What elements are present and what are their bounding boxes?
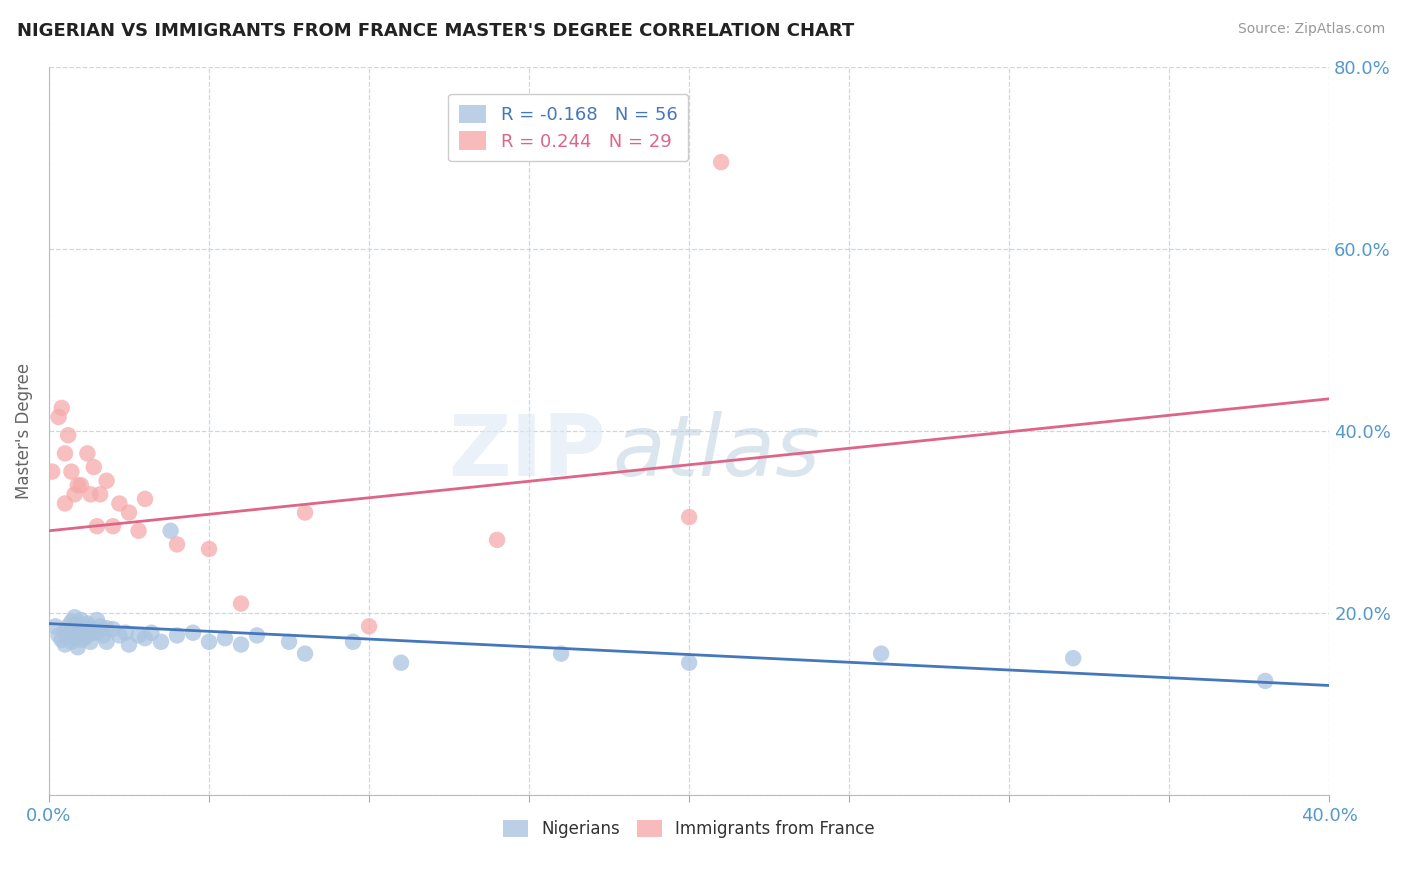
- Point: [1062, 651, 1084, 665]
- Point: [159, 524, 181, 538]
- Point: [86, 625, 108, 640]
- Point: [342, 635, 364, 649]
- Point: [56, 428, 79, 442]
- Point: [89, 487, 111, 501]
- Point: [198, 635, 221, 649]
- Point: [60, 635, 83, 649]
- Point: [181, 625, 204, 640]
- Point: [70, 624, 93, 638]
- Point: [83, 460, 105, 475]
- Point: [86, 613, 108, 627]
- Point: [214, 631, 236, 645]
- Point: [278, 635, 301, 649]
- Point: [128, 628, 150, 642]
- Point: [56, 619, 79, 633]
- Text: ZIP: ZIP: [449, 411, 606, 494]
- Point: [86, 519, 108, 533]
- Point: [150, 635, 173, 649]
- Point: [79, 622, 101, 636]
- Point: [63, 631, 86, 645]
- Point: [63, 610, 86, 624]
- Point: [70, 632, 93, 647]
- Point: [294, 647, 316, 661]
- Point: [294, 506, 316, 520]
- Point: [51, 632, 73, 647]
- Point: [79, 635, 101, 649]
- Point: [114, 625, 136, 640]
- Point: [678, 656, 700, 670]
- Point: [710, 155, 733, 169]
- Point: [41, 465, 63, 479]
- Point: [48, 409, 70, 424]
- Point: [166, 537, 188, 551]
- Point: [96, 635, 118, 649]
- Point: [51, 401, 73, 415]
- Text: Source: ZipAtlas.com: Source: ZipAtlas.com: [1237, 22, 1385, 37]
- Point: [66, 640, 89, 655]
- Point: [89, 619, 111, 633]
- Point: [229, 597, 252, 611]
- Point: [53, 446, 76, 460]
- Point: [101, 622, 124, 636]
- Point: [134, 491, 156, 506]
- Point: [76, 446, 98, 460]
- Point: [678, 510, 700, 524]
- Point: [108, 496, 131, 510]
- Point: [870, 647, 893, 661]
- Point: [73, 631, 96, 645]
- Point: [66, 616, 89, 631]
- Y-axis label: Master's Degree: Master's Degree: [15, 362, 32, 499]
- Point: [128, 524, 150, 538]
- Point: [118, 506, 141, 520]
- Point: [229, 638, 252, 652]
- Point: [48, 628, 70, 642]
- Point: [66, 478, 89, 492]
- Point: [101, 519, 124, 533]
- Point: [118, 638, 141, 652]
- Point: [53, 624, 76, 638]
- Point: [44, 619, 66, 633]
- Point: [141, 625, 163, 640]
- Legend: Nigerians, Immigrants from France: Nigerians, Immigrants from France: [496, 814, 882, 845]
- Point: [73, 619, 96, 633]
- Point: [66, 628, 89, 642]
- Point: [60, 625, 83, 640]
- Point: [76, 628, 98, 642]
- Point: [246, 628, 269, 642]
- Point: [63, 621, 86, 635]
- Point: [93, 628, 115, 642]
- Point: [166, 628, 188, 642]
- Point: [134, 631, 156, 645]
- Point: [198, 541, 221, 556]
- Point: [53, 496, 76, 510]
- Point: [486, 533, 509, 547]
- Point: [83, 625, 105, 640]
- Point: [96, 621, 118, 635]
- Point: [56, 628, 79, 642]
- Point: [96, 474, 118, 488]
- Text: atlas: atlas: [612, 411, 820, 494]
- Point: [357, 619, 380, 633]
- Point: [70, 478, 93, 492]
- Point: [79, 487, 101, 501]
- Point: [108, 628, 131, 642]
- Point: [53, 638, 76, 652]
- Point: [389, 656, 412, 670]
- Point: [1254, 673, 1277, 688]
- Point: [76, 616, 98, 631]
- Point: [60, 465, 83, 479]
- Point: [550, 647, 572, 661]
- Point: [70, 613, 93, 627]
- Point: [60, 615, 83, 629]
- Text: NIGERIAN VS IMMIGRANTS FROM FRANCE MASTER'S DEGREE CORRELATION CHART: NIGERIAN VS IMMIGRANTS FROM FRANCE MASTE…: [17, 22, 853, 40]
- Point: [63, 487, 86, 501]
